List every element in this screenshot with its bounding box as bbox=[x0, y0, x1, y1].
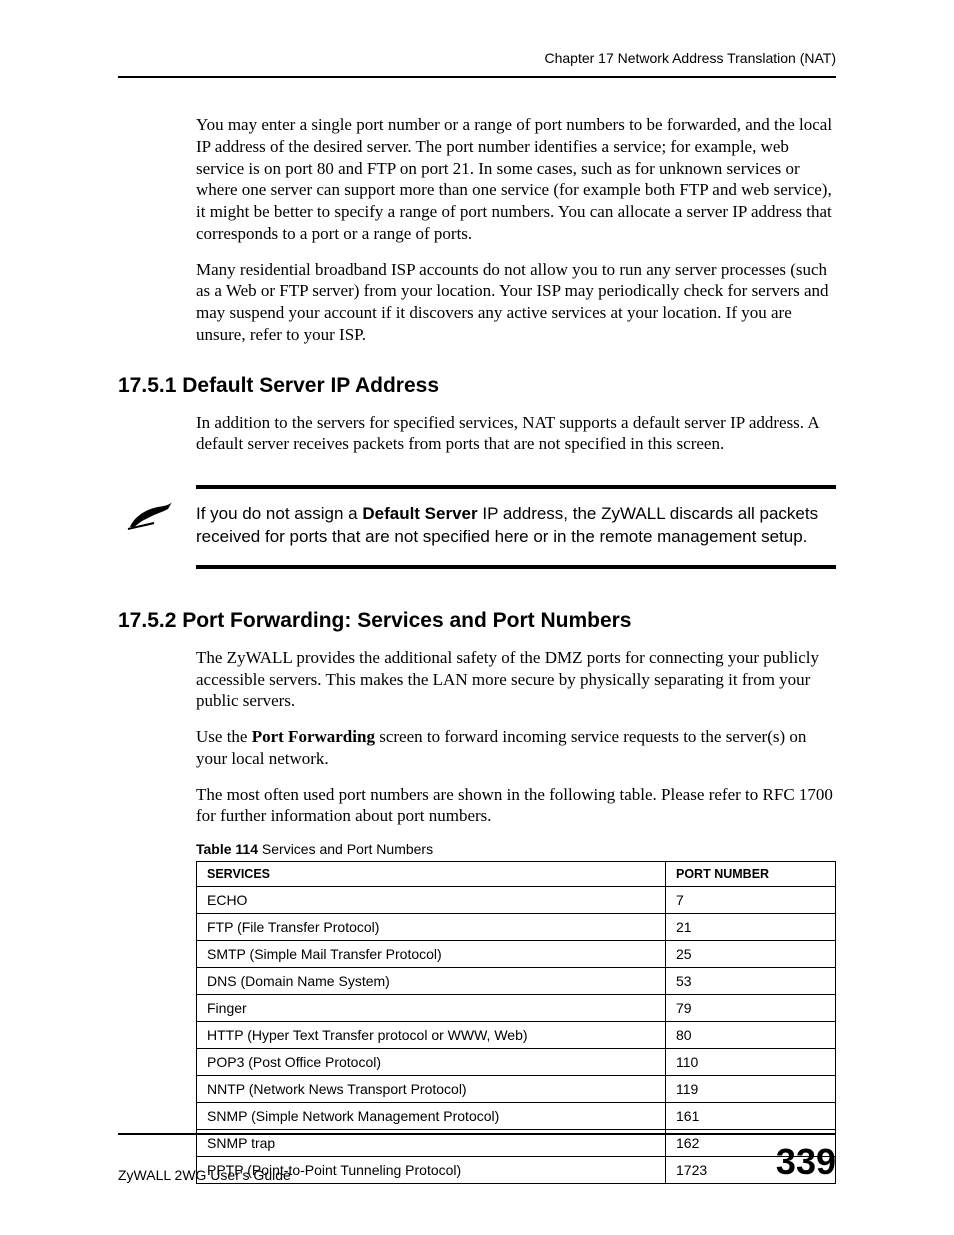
table-row: FTP (File Transfer Protocol)21 bbox=[197, 914, 836, 941]
footer-rule bbox=[118, 1133, 836, 1135]
footer-row: ZyWALL 2WG User's Guide 339 bbox=[118, 1141, 836, 1183]
service-cell: Finger bbox=[197, 995, 666, 1022]
service-cell: ECHO bbox=[197, 887, 666, 914]
section2-p2-bold: Port Forwarding bbox=[252, 727, 375, 746]
table-caption-label: Table 114 bbox=[196, 841, 258, 857]
table-row: SNMP (Simple Network Management Protocol… bbox=[197, 1103, 836, 1130]
service-cell: SNMP (Simple Network Management Protocol… bbox=[197, 1103, 666, 1130]
table-row: NNTP (Network News Transport Protocol)11… bbox=[197, 1076, 836, 1103]
service-cell: FTP (File Transfer Protocol) bbox=[197, 914, 666, 941]
port-cell: 161 bbox=[666, 1103, 836, 1130]
chapter-header: Chapter 17 Network Address Translation (… bbox=[118, 50, 836, 66]
table-row: Finger79 bbox=[197, 995, 836, 1022]
col-port-number: PORT NUMBER bbox=[666, 862, 836, 887]
port-cell: 119 bbox=[666, 1076, 836, 1103]
table-row: DNS (Domain Name System)53 bbox=[197, 968, 836, 995]
section2-para-3: The most often used port numbers are sho… bbox=[196, 784, 836, 828]
table-caption-text: Services and Port Numbers bbox=[258, 841, 433, 857]
service-cell: HTTP (Hyper Text Transfer protocol or WW… bbox=[197, 1022, 666, 1049]
port-cell: 7 bbox=[666, 887, 836, 914]
header-rule bbox=[118, 76, 836, 78]
service-cell: DNS (Domain Name System) bbox=[197, 968, 666, 995]
port-cell: 25 bbox=[666, 941, 836, 968]
section2-p2-pre: Use the bbox=[196, 727, 252, 746]
page-number: 339 bbox=[776, 1141, 836, 1183]
table-header-row: SERVICES PORT NUMBER bbox=[197, 862, 836, 887]
page-footer: ZyWALL 2WG User's Guide 339 bbox=[118, 1133, 836, 1183]
section-heading-1752: 17.5.2 Port Forwarding: Services and Por… bbox=[118, 609, 836, 633]
section1-para: In addition to the servers for specified… bbox=[196, 412, 836, 456]
service-cell: SMTP (Simple Mail Transfer Protocol) bbox=[197, 941, 666, 968]
port-cell: 53 bbox=[666, 968, 836, 995]
note-text-bold: Default Server bbox=[362, 504, 477, 523]
hand-write-icon bbox=[124, 499, 176, 542]
table-row: ECHO7 bbox=[197, 887, 836, 914]
port-cell: 79 bbox=[666, 995, 836, 1022]
note-text-pre: If you do not assign a bbox=[196, 504, 362, 523]
table-row: HTTP (Hyper Text Transfer protocol or WW… bbox=[197, 1022, 836, 1049]
table-row: SMTP (Simple Mail Transfer Protocol)25 bbox=[197, 941, 836, 968]
section2-para-1: The ZyWALL provides the additional safet… bbox=[196, 647, 836, 712]
service-cell: POP3 (Post Office Protocol) bbox=[197, 1049, 666, 1076]
page: Chapter 17 Network Address Translation (… bbox=[0, 0, 954, 1235]
port-cell: 110 bbox=[666, 1049, 836, 1076]
section-heading-1751: 17.5.1 Default Server IP Address bbox=[118, 374, 836, 398]
port-cell: 80 bbox=[666, 1022, 836, 1049]
section2-para-2: Use the Port Forwarding screen to forwar… bbox=[196, 726, 836, 770]
intro-para-1: You may enter a single port number or a … bbox=[196, 114, 836, 245]
table-row: POP3 (Post Office Protocol)110 bbox=[197, 1049, 836, 1076]
col-services: SERVICES bbox=[197, 862, 666, 887]
table-caption: Table 114 Services and Port Numbers bbox=[196, 841, 836, 857]
intro-para-2: Many residential broadband ISP accounts … bbox=[196, 259, 836, 346]
service-cell: NNTP (Network News Transport Protocol) bbox=[197, 1076, 666, 1103]
port-cell: 21 bbox=[666, 914, 836, 941]
footer-guide-title: ZyWALL 2WG User's Guide bbox=[118, 1167, 291, 1183]
note-block: If you do not assign a Default Server IP… bbox=[196, 485, 836, 569]
